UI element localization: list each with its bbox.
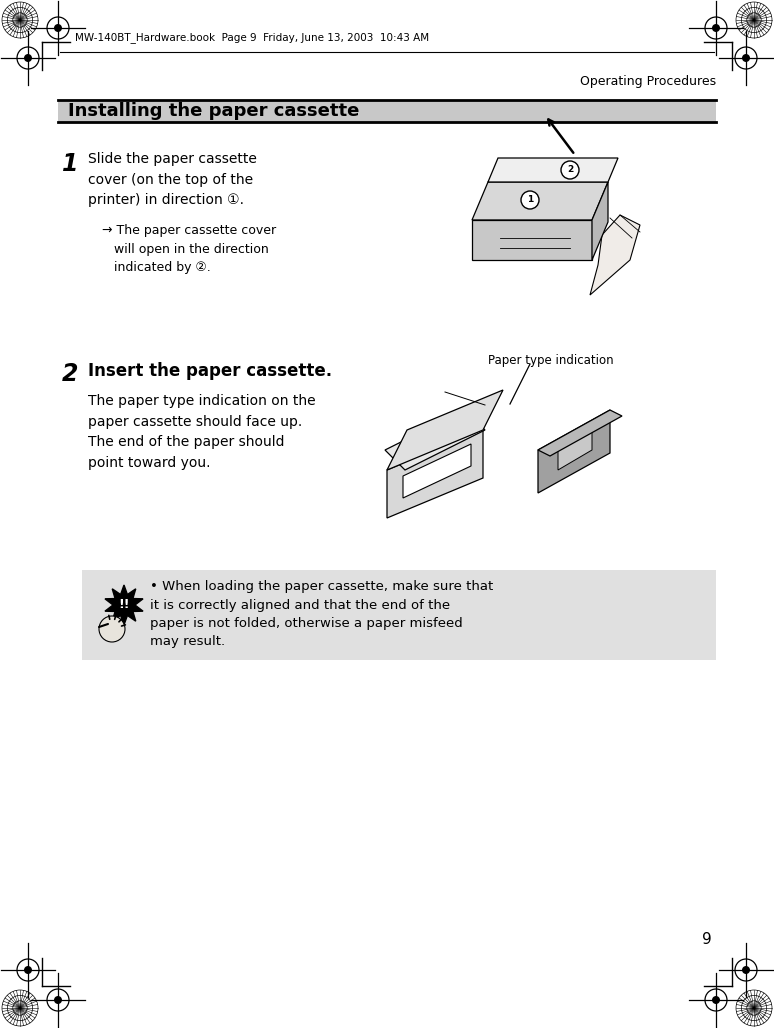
Circle shape	[54, 24, 62, 32]
Text: Installing the paper cassette: Installing the paper cassette	[68, 102, 359, 120]
Polygon shape	[403, 444, 471, 498]
Text: Operating Procedures: Operating Procedures	[580, 75, 716, 88]
Text: Paper type indication: Paper type indication	[488, 354, 614, 367]
Circle shape	[742, 54, 750, 62]
Polygon shape	[538, 410, 622, 456]
Polygon shape	[385, 410, 485, 470]
Circle shape	[54, 996, 62, 1004]
Polygon shape	[488, 158, 618, 182]
Text: • When loading the paper cassette, make sure that
it is correctly aligned and th: • When loading the paper cassette, make …	[150, 580, 493, 649]
Text: Insert the paper cassette.: Insert the paper cassette.	[88, 362, 332, 380]
Text: 2: 2	[567, 166, 573, 175]
Circle shape	[24, 966, 32, 974]
Polygon shape	[472, 182, 608, 220]
Polygon shape	[592, 182, 608, 260]
Polygon shape	[558, 428, 592, 470]
Circle shape	[712, 996, 720, 1004]
Bar	[58, 100, 716, 122]
Text: 9: 9	[702, 932, 712, 948]
Text: MW-140BT_Hardware.book  Page 9  Friday, June 13, 2003  10:43 AM: MW-140BT_Hardware.book Page 9 Friday, Ju…	[75, 33, 429, 43]
Text: 1: 1	[527, 195, 533, 205]
Circle shape	[24, 54, 32, 62]
Polygon shape	[387, 430, 483, 518]
Text: → The paper cassette cover
   will open in the direction
   indicated by ②.: → The paper cassette cover will open in …	[102, 224, 276, 274]
Circle shape	[712, 24, 720, 32]
Text: Slide the paper cassette
cover (on the top of the
printer) in direction ①.: Slide the paper cassette cover (on the t…	[88, 152, 257, 208]
Text: The paper type indication on the
paper cassette should face up.
The end of the p: The paper type indication on the paper c…	[88, 394, 316, 470]
Polygon shape	[387, 390, 503, 470]
Polygon shape	[472, 220, 592, 260]
Polygon shape	[590, 215, 640, 295]
Circle shape	[561, 161, 579, 179]
Text: !!: !!	[118, 598, 130, 612]
Circle shape	[521, 191, 539, 209]
Polygon shape	[105, 585, 143, 625]
Circle shape	[742, 966, 750, 974]
Text: 2: 2	[62, 362, 78, 386]
Bar	[82, 570, 716, 660]
Circle shape	[99, 616, 125, 642]
Polygon shape	[538, 410, 610, 493]
Text: 1: 1	[62, 152, 78, 176]
